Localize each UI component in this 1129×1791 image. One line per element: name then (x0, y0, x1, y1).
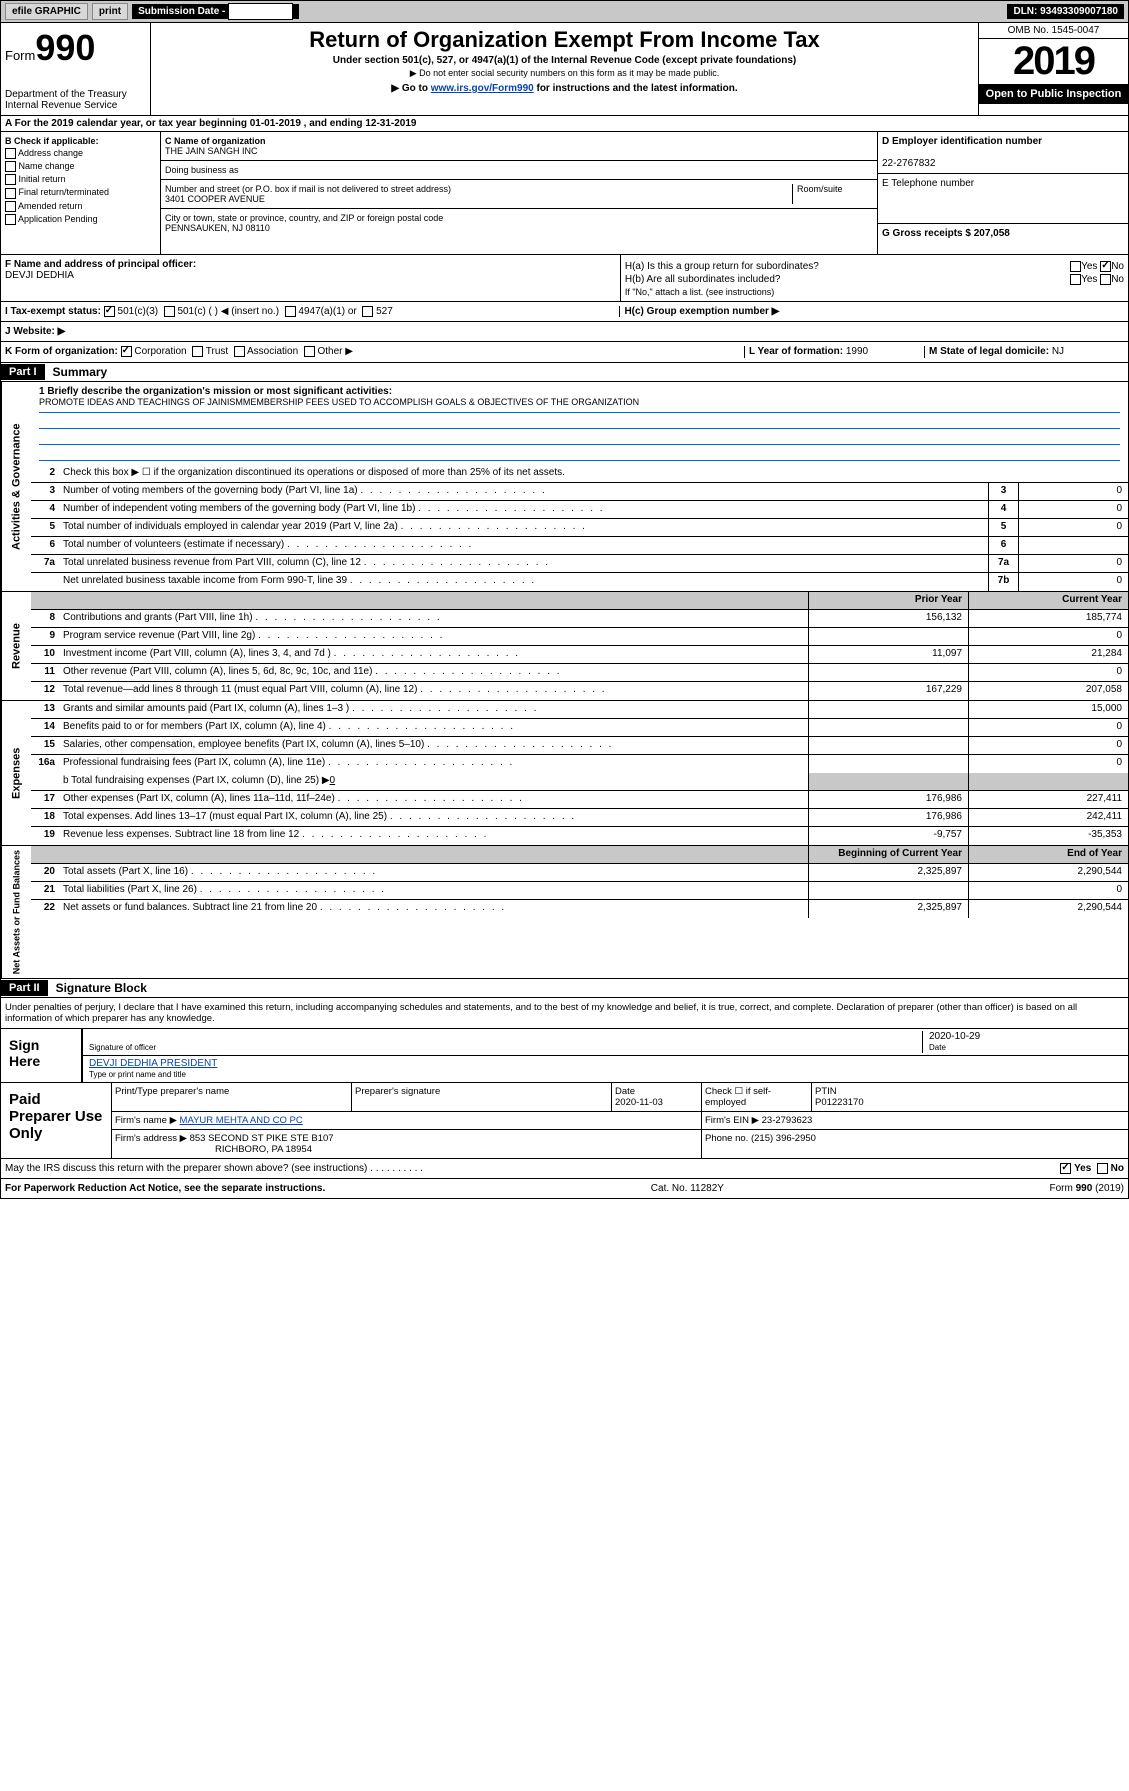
form-header: Form990 Department of the Treasury Inter… (0, 23, 1129, 116)
firm-address: 853 SECOND ST PIKE STE B107 (190, 1133, 334, 1144)
ptin: P01223170 (815, 1097, 864, 1108)
row-a-tax-year: A For the 2019 calendar year, or tax yea… (0, 116, 1129, 132)
net-label: Net Assets or Fund Balances (1, 846, 31, 978)
goto-link[interactable]: www.irs.gov/Form990 (431, 83, 534, 94)
sign-here-label: Sign Here (1, 1029, 81, 1082)
ssn-warning: ▶ Do not enter social security numbers o… (155, 68, 974, 79)
part1-title: Summary (45, 363, 116, 381)
goto-line: ▶ Go to www.irs.gov/Form990 for instruct… (155, 83, 974, 94)
k-other[interactable] (304, 346, 315, 357)
officer-name: DEVJI DEDHIA (5, 270, 74, 281)
firm-ein: 23-2793623 (762, 1115, 813, 1126)
gov-label: Activities & Governance (1, 382, 31, 591)
footer-form: Form 990 (2019) (1050, 1183, 1124, 1194)
year-formation: 1990 (846, 346, 868, 357)
part2-title: Signature Block (48, 979, 155, 997)
tax-501c3[interactable] (104, 306, 115, 317)
col-b-checkboxes: B Check if applicable: Address change Na… (1, 132, 161, 254)
department: Department of the Treasury Internal Reve… (5, 89, 146, 111)
perjury-statement: Under penalties of perjury, I declare th… (1, 998, 1128, 1028)
check-name-change[interactable] (5, 161, 16, 172)
discuss-no[interactable] (1097, 1163, 1108, 1174)
open-inspection: Open to Public Inspection (979, 84, 1128, 104)
print-button[interactable]: print (92, 3, 128, 20)
paid-preparer-label: Paid Preparer Use Only (1, 1083, 111, 1158)
exp-label: Expenses (1, 701, 31, 845)
sig-date: 2020-10-29 (929, 1031, 980, 1042)
ein-value: 22-2767832 (882, 158, 935, 169)
gross-receipts: 207,058 (974, 228, 1010, 239)
check-final-return[interactable] (5, 188, 16, 199)
check-initial-return[interactable] (5, 174, 16, 185)
tax-501c[interactable] (164, 306, 175, 317)
ha-yes[interactable] (1070, 261, 1081, 272)
firm-phone: (215) 396-2950 (751, 1133, 816, 1144)
form-number: 990 (35, 27, 95, 68)
k-trust[interactable] (192, 346, 203, 357)
form-word: Form (5, 48, 35, 63)
discuss-yes[interactable] (1060, 1163, 1071, 1174)
check-amended[interactable] (5, 201, 16, 212)
ha-no[interactable] (1100, 261, 1111, 272)
rev-label: Revenue (1, 592, 31, 700)
omb-number: OMB No. 1545-0047 (979, 23, 1128, 39)
submission-date-label: Submission Date - 2020-11-03 (132, 4, 299, 19)
topbar: efile GRAPHIC print Submission Date - 20… (0, 0, 1129, 23)
org-name: THE JAIN SANGH INC (165, 146, 258, 156)
org-city: PENNSAUKEN, NJ 08110 (165, 223, 270, 233)
tax-4947[interactable] (285, 306, 296, 317)
part1-header: Part I (1, 364, 45, 380)
hb-no[interactable] (1100, 274, 1111, 285)
k-corp[interactable] (121, 346, 132, 357)
state-domicile: NJ (1052, 346, 1064, 357)
dln: DLN: 93493309007180 (1007, 4, 1124, 19)
efile-button[interactable]: efile GRAPHIC (5, 3, 88, 20)
k-assoc[interactable] (234, 346, 245, 357)
fundraising-total: 0 (330, 775, 336, 786)
prep-date: 2020-11-03 (615, 1097, 663, 1108)
firm-name[interactable]: MAYUR MEHTA AND CO PC (180, 1115, 303, 1126)
officer-name-link[interactable]: DEVJI DEDHIA PRESIDENT (89, 1058, 217, 1069)
footer-cat: Cat. No. 11282Y (651, 1183, 724, 1194)
hb-yes[interactable] (1070, 274, 1081, 285)
tax-year: 2019 (979, 39, 1128, 84)
footer-left: For Paperwork Reduction Act Notice, see … (5, 1183, 325, 1194)
form-title: Return of Organization Exempt From Incom… (155, 27, 974, 53)
discuss-question: May the IRS discuss this return with the… (5, 1163, 423, 1174)
check-pending[interactable] (5, 214, 16, 225)
mission-text: PROMOTE IDEAS AND TEACHINGS OF JAINISMME… (39, 397, 1120, 413)
tax-527[interactable] (362, 306, 373, 317)
part2-header: Part II (1, 980, 48, 996)
form-subtitle: Under section 501(c), 527, or 4947(a)(1)… (155, 55, 974, 66)
check-address-change[interactable] (5, 148, 16, 159)
org-address: 3401 COOPER AVENUE (165, 194, 265, 204)
